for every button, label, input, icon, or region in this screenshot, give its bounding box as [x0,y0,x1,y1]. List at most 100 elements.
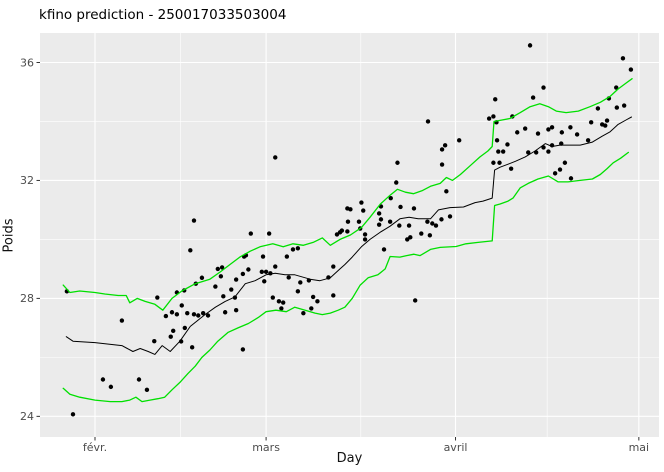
data-point [444,189,449,194]
data-point [427,233,433,238]
data-point [199,275,205,280]
data-point [152,338,157,344]
data-point [331,264,336,269]
data-point [233,277,239,282]
data-point [108,384,114,390]
data-point [248,231,254,236]
data-point [546,149,551,154]
data-point [100,377,106,382]
x-tick-label: mai [629,441,650,454]
data-point [219,265,225,270]
data-point [119,318,125,323]
data-point [260,254,266,259]
data-point [491,160,496,165]
data-point [191,312,197,317]
data-point [620,56,626,61]
data-point [408,235,413,240]
data-point [295,246,301,251]
data-point [527,43,533,48]
x-axis-title: Day [336,451,363,466]
x-tick-label: mars [252,441,280,454]
data-point [301,310,306,316]
data-point [535,131,541,136]
y-tick-label: 24 [20,410,34,423]
data-point [213,284,218,289]
data-point [315,299,320,304]
data-point [541,145,546,150]
data-point [588,120,594,125]
data-point [447,214,453,219]
data-point [362,232,368,237]
data-point [273,264,278,269]
data-point [362,237,368,242]
data-point [433,223,439,228]
data-point [163,313,169,319]
data-point [425,219,430,224]
data-point [188,248,193,253]
data-point [493,97,498,102]
series-upper-interval-line [62,78,633,311]
data-point [276,299,282,304]
data-point [508,166,514,171]
series-lower-interval-line [62,151,630,403]
data-point [155,295,160,300]
data-point [240,347,246,352]
data-point [266,231,272,236]
data-point [310,294,316,300]
data-point [232,295,238,300]
data-point [273,155,278,160]
data-point [604,118,610,123]
data-point [205,313,211,318]
data-point [348,207,353,212]
data-point [526,150,531,155]
data-point [439,147,445,152]
data-point [196,313,201,318]
data-point [171,328,176,334]
data-point [574,132,580,137]
data-point [284,254,290,259]
data-point [339,228,345,233]
data-point [439,162,445,167]
data-point [500,149,506,154]
data-point [442,143,448,148]
x-tick-label: avril [444,441,468,454]
data-point [229,287,234,292]
data-point [387,219,393,224]
data-point [515,130,520,135]
data-point [281,300,286,305]
y-tick-label: 32 [20,174,34,187]
data-point [286,275,291,280]
data-point [568,176,574,181]
data-point [359,200,364,205]
data-point [398,204,403,210]
data-point [215,266,221,272]
data-point [169,310,175,315]
data-point [562,160,568,165]
data-point [268,271,273,276]
data-point [505,142,510,147]
data-point [496,149,501,154]
data-point [546,127,551,132]
data-point [240,271,246,277]
data-point [411,206,417,211]
data-point [263,269,269,275]
data-point [430,221,435,226]
data-point [603,123,608,128]
data-point [182,325,188,331]
data-point [456,138,462,143]
data-point [388,195,393,201]
series-prediction-line [65,116,632,355]
data-point [218,274,224,279]
data-point [295,289,301,294]
data-point [298,280,303,285]
data-point [614,85,619,90]
data-point [168,334,173,339]
chart-title: kfino prediction - 250017033503004 [39,7,287,23]
data-point [144,387,150,393]
data-point [559,130,565,135]
data-point [361,208,366,213]
data-point [494,138,500,143]
data-point [259,269,265,275]
